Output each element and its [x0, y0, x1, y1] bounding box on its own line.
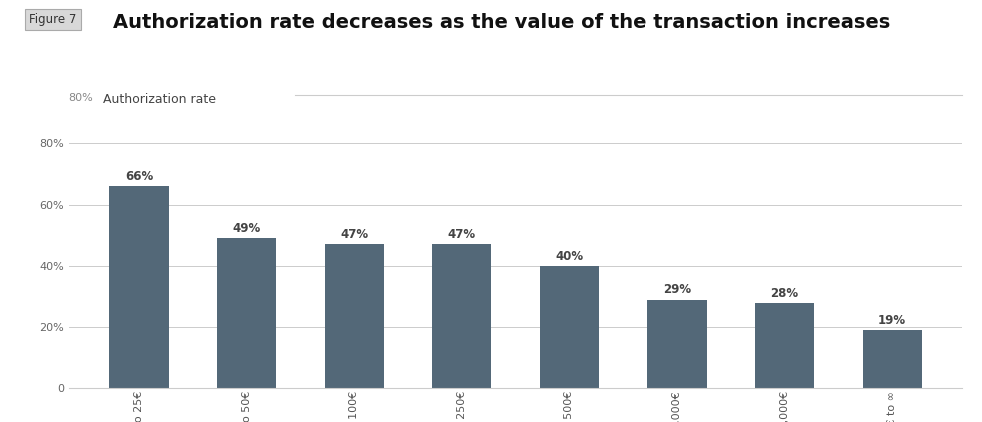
Text: 29%: 29% [663, 284, 691, 296]
Bar [540, 266, 599, 388]
Text: 40%: 40% [555, 250, 583, 263]
Bar [217, 238, 276, 388]
Bar [109, 187, 169, 388]
Text: 19%: 19% [878, 314, 906, 327]
Text: 47%: 47% [448, 228, 476, 241]
Bar [755, 303, 814, 388]
Text: 47%: 47% [340, 228, 368, 241]
Text: Figure 7: Figure 7 [29, 13, 77, 26]
Text: Authorization rate: Authorization rate [103, 93, 216, 106]
Bar [647, 300, 706, 388]
Text: 80%: 80% [69, 93, 93, 103]
Text: 49%: 49% [233, 222, 260, 235]
Text: 28%: 28% [771, 287, 798, 300]
Text: Authorization rate decreases as the value of the transaction increases: Authorization rate decreases as the valu… [113, 13, 890, 32]
Bar [325, 244, 384, 388]
Bar [862, 330, 922, 388]
Text: 66%: 66% [125, 170, 153, 183]
Bar [432, 244, 491, 388]
